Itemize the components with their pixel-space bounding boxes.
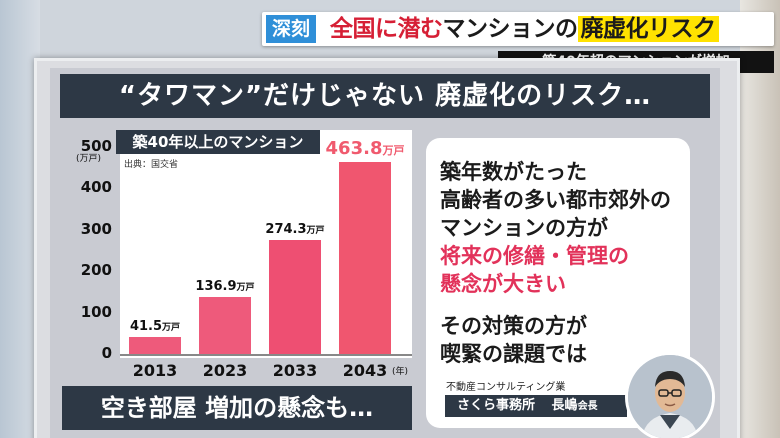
x-tick-label: 2043: [342, 361, 388, 380]
bar-value-number: 41.5: [129, 318, 163, 334]
y-tick-label: 100: [80, 302, 112, 321]
speaker-org-type: 不動産コンサルティング業: [446, 382, 566, 393]
caption-tag-badge: 深刻: [266, 15, 316, 43]
speaker-name-box: さくら事務所 長嶋会長: [445, 395, 627, 417]
speaker-portrait: [625, 352, 715, 438]
bar-value-label: 274.3万戸: [245, 222, 345, 237]
bar-value-unit: 万戸: [382, 143, 405, 157]
studio-background-left: [0, 0, 40, 438]
message-line-2: 高齢者の多い都市郊外の: [440, 188, 671, 212]
bar-value-label: 463.8万戸: [315, 138, 415, 159]
speaker-role: 会長: [577, 401, 598, 412]
message-line-5: 懸念が大きい: [440, 272, 566, 296]
bar-value-number: 463.8: [325, 137, 383, 159]
y-tick-label: 0: [101, 344, 112, 362]
message-line-6: その対策の方が: [440, 314, 587, 338]
caption-title-highlight: 廃虚化リスク: [577, 16, 719, 42]
caption-title: 全国に潜むマンションの 廃虚化リスク: [330, 14, 719, 44]
bottom-banner-text: 空き部屋 増加の懸念も…: [100, 394, 374, 422]
bar-value-number: 136.9: [195, 279, 237, 295]
speaker-portrait-illustration: [628, 355, 712, 438]
bar-2033: [269, 240, 321, 354]
bottom-banner: [62, 386, 412, 430]
x-axis-suffix: (年): [392, 367, 409, 377]
message-line-7: 喫緊の課題では: [440, 342, 587, 366]
chart-baseline: [120, 354, 412, 356]
bar-2023: [199, 297, 251, 354]
x-tick-label: 2033: [272, 361, 318, 380]
y-tick-label: 300: [80, 219, 112, 238]
speaker-company: さくら事務所: [457, 398, 536, 413]
bar-value-label: 136.9万戸: [175, 279, 275, 294]
bar-value-label: 41.5万戸: [105, 319, 205, 334]
bar-2013: [129, 336, 181, 354]
caption-title-black: マンションの: [442, 16, 579, 42]
y-tick-label: 200: [80, 261, 112, 280]
bar-value-unit: 万戸: [306, 226, 325, 237]
chart-title: 築40年以上のマンション: [116, 130, 320, 154]
board-headline: “タワマン”だけじゃない 廃虚化のリスク…: [118, 81, 652, 111]
chart-source: 出典：国交省: [124, 160, 179, 170]
message-line-3: マンションの方が: [440, 216, 608, 240]
studio-background-right: [740, 0, 780, 438]
y-tick-label: 500: [80, 137, 112, 155]
x-tick-label: 2023: [202, 361, 248, 380]
y-axis-unit: (万戸): [76, 154, 102, 164]
message-line-1: 築年数がたった: [440, 160, 587, 184]
message-line-4: 将来の修繕・管理の: [440, 244, 629, 268]
speaker-name: 長嶋: [551, 398, 578, 413]
bar-value-unit: 万戸: [162, 322, 181, 333]
bar-value-number: 274.3: [265, 222, 307, 238]
caption-title-red: 全国に潜む: [330, 16, 443, 42]
x-tick-label: 2013: [132, 361, 178, 380]
headline-bar: [60, 74, 710, 118]
y-tick-label: 400: [80, 178, 112, 197]
bar-2043: [339, 161, 391, 354]
bar-value-unit: 万戸: [236, 283, 255, 294]
